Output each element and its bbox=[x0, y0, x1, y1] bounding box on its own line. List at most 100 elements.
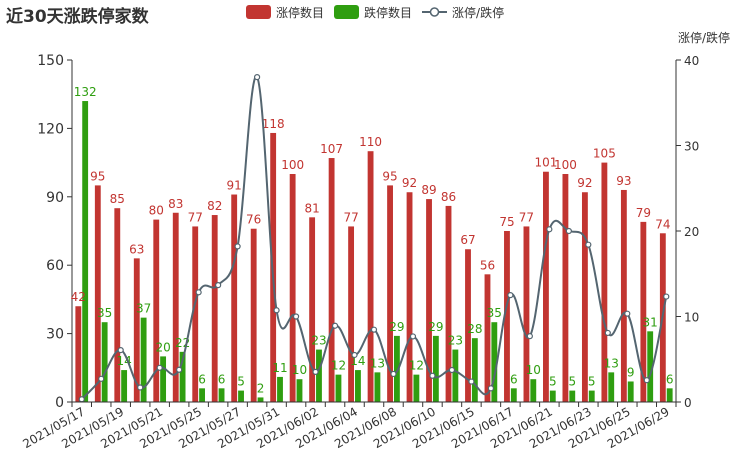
ratio-point bbox=[137, 384, 144, 391]
bar-down bbox=[296, 379, 303, 402]
bar-down bbox=[393, 335, 400, 402]
ratio-point bbox=[390, 370, 397, 378]
bar-down bbox=[432, 335, 439, 402]
bar-up bbox=[211, 215, 218, 402]
y-left-tick-label: 120 bbox=[37, 121, 64, 137]
bar-up bbox=[75, 306, 82, 402]
legend-label-up: 涨停数目 bbox=[276, 5, 325, 20]
y-right-tick-label: 0 bbox=[684, 396, 692, 410]
data-label-up: 83 bbox=[168, 197, 183, 211]
bar-down bbox=[121, 370, 128, 402]
y-right-tick-label: 10 bbox=[684, 311, 699, 325]
legend-swatch-up bbox=[246, 5, 271, 19]
bar-down bbox=[588, 390, 595, 402]
ratio-point bbox=[117, 347, 124, 354]
legend-swatch-ratio bbox=[422, 7, 448, 17]
legend-item-up[interactable]: 涨停数目 bbox=[246, 4, 324, 21]
bar-down bbox=[491, 322, 498, 402]
bar-up bbox=[543, 171, 549, 402]
data-label-up: 77 bbox=[343, 210, 358, 224]
bar-up bbox=[426, 199, 432, 402]
ratio-point bbox=[546, 226, 553, 233]
ratio-point bbox=[176, 366, 183, 373]
y-right-axis-label: 涨停/跌停 bbox=[678, 30, 730, 45]
ratio-point bbox=[273, 307, 280, 314]
y-right-tick-label: 40 bbox=[684, 54, 699, 68]
data-label-down: 28 bbox=[467, 322, 482, 336]
legend-label-down: 跌停数目 bbox=[364, 5, 413, 20]
bar-up bbox=[387, 185, 393, 402]
bar-up bbox=[231, 194, 238, 402]
bar-down bbox=[666, 388, 673, 402]
ratio-point bbox=[409, 333, 417, 340]
ratio-point bbox=[195, 289, 202, 296]
bar-up bbox=[484, 274, 491, 402]
data-label-down: 5 bbox=[237, 375, 245, 389]
data-label-up: 77 bbox=[188, 210, 203, 224]
ratio-point bbox=[98, 375, 105, 382]
legend-swatch-down bbox=[334, 5, 360, 19]
data-label-down: 35 bbox=[97, 306, 112, 320]
chart-title: 近30天涨跌停家数 bbox=[6, 7, 149, 27]
legend-item-down[interactable]: 跌停数目 bbox=[334, 4, 412, 21]
bar-up bbox=[406, 192, 413, 402]
data-label-down: 11 bbox=[272, 361, 287, 375]
data-label-up: 79 bbox=[636, 206, 651, 220]
data-label-down: 31 bbox=[643, 315, 658, 329]
ratio-point bbox=[468, 378, 475, 385]
y-left-tick-label: 90 bbox=[46, 190, 64, 206]
data-label-up: 100 bbox=[281, 158, 304, 172]
bar-up bbox=[114, 208, 121, 402]
bar-down bbox=[335, 374, 342, 402]
data-label-down: 10 bbox=[292, 363, 307, 377]
ratio-point bbox=[565, 227, 572, 235]
ratio-point bbox=[643, 377, 650, 384]
data-label-up: 105 bbox=[593, 147, 616, 161]
ratio-point bbox=[429, 372, 436, 379]
data-label-down: 20 bbox=[155, 340, 170, 354]
bar-up bbox=[562, 174, 569, 402]
data-label-up: 92 bbox=[577, 176, 592, 190]
data-label-down: 13 bbox=[604, 356, 619, 370]
data-label-down: 12 bbox=[331, 359, 346, 373]
bar-up bbox=[133, 258, 140, 402]
ratio-point bbox=[312, 368, 319, 376]
ratio-point bbox=[624, 310, 631, 317]
ratio-point bbox=[604, 329, 611, 337]
bar-up bbox=[620, 189, 627, 402]
y-left-tick-label: 60 bbox=[46, 258, 64, 274]
data-label-up: 56 bbox=[480, 258, 495, 272]
bar-up bbox=[523, 226, 530, 402]
ratio-point bbox=[351, 351, 358, 359]
data-label-down: 29 bbox=[389, 320, 404, 334]
data-label-down: 23 bbox=[311, 334, 326, 348]
data-label-up: 80 bbox=[149, 204, 164, 218]
bar-down bbox=[627, 381, 634, 402]
data-label-up: 101 bbox=[534, 156, 557, 170]
bar-up bbox=[581, 192, 588, 402]
legend-item-ratio[interactable]: 涨停/跌停 bbox=[422, 4, 504, 21]
data-label-down: 12 bbox=[409, 359, 424, 373]
data-label-up: 82 bbox=[207, 199, 222, 213]
y-left-tick-label: 0 bbox=[55, 395, 64, 411]
bar-up bbox=[192, 226, 199, 402]
data-label-up: 85 bbox=[110, 192, 125, 206]
bar-up bbox=[309, 217, 316, 402]
data-label-up: 63 bbox=[129, 242, 144, 256]
data-label-up: 67 bbox=[460, 233, 475, 247]
bar-down bbox=[647, 331, 654, 402]
bar-down bbox=[374, 372, 381, 402]
data-label-down: 132 bbox=[74, 85, 97, 99]
data-label-up: 92 bbox=[402, 176, 417, 190]
ratio-point bbox=[156, 364, 163, 371]
bar-down bbox=[413, 374, 420, 402]
data-label-up: 100 bbox=[554, 158, 577, 172]
data-label-up: 76 bbox=[246, 213, 261, 227]
bar-down bbox=[218, 388, 225, 402]
data-label-down: 35 bbox=[487, 306, 502, 320]
data-label-up: 42 bbox=[71, 290, 86, 304]
legend-label-ratio: 涨停/跌停 bbox=[452, 5, 505, 20]
bar-down bbox=[179, 351, 186, 402]
data-label-up: 107 bbox=[320, 142, 343, 156]
data-label-up: 77 bbox=[519, 210, 534, 224]
